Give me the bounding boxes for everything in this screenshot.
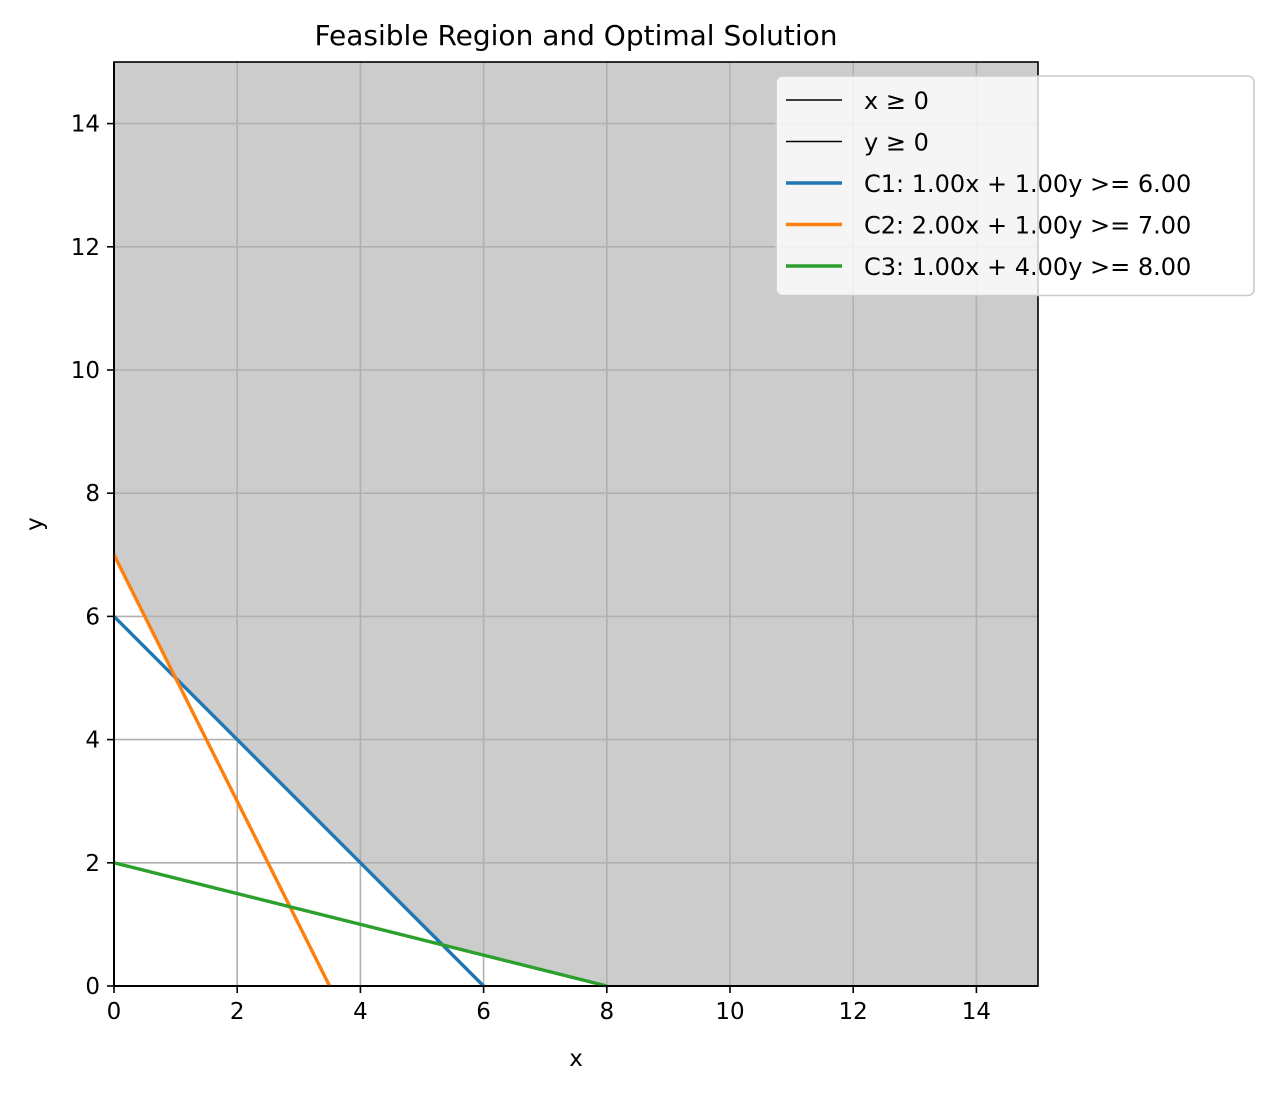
y-tick-label: 8: [85, 481, 100, 507]
x-tick-label: 10: [715, 999, 744, 1025]
x-tick-label: 4: [353, 999, 368, 1025]
x-axis-label: x: [569, 1046, 583, 1072]
x-tick-label: 8: [599, 999, 614, 1025]
legend-label-2: y ≥ 0: [864, 129, 929, 157]
y-tick-label: 14: [71, 112, 100, 138]
plot-frame: [113, 61, 1039, 987]
y-tick-label: 12: [71, 235, 100, 261]
x-tick-label: 0: [107, 999, 122, 1025]
x-tick-label: 2: [230, 999, 245, 1025]
series-line-4: [112, 554, 332, 987]
x-tick-label: 6: [476, 999, 491, 1025]
legend-box: [775, 75, 1255, 297]
y-tick-label: 0: [85, 974, 100, 1000]
legend-label-1: x ≥ 0: [864, 87, 929, 115]
legend-label-5: C3: 1.00x + 4.00y >= 8.00: [864, 253, 1191, 281]
y-tick-label: 10: [71, 358, 100, 384]
x-tick-label: 14: [962, 999, 991, 1025]
y-tick-label: 2: [85, 851, 100, 877]
legend-label-3: C1: 1.00x + 1.00y >= 6.00: [864, 170, 1191, 198]
x-tick-label: 12: [839, 999, 868, 1025]
y-tick-label: 6: [85, 604, 100, 630]
y-axis-label: y: [22, 517, 48, 531]
series-line-5: [113, 861, 608, 988]
legend-label-4: C2: 2.00x + 1.00y >= 7.00: [864, 212, 1191, 240]
legend: x ≥ 0 y ≥ 0 C1: 1.00x + 1.00y >= 6.00 C2: 2…: [775, 75, 1255, 297]
chart-title: Feasible Region and Optimal Solution: [314, 19, 837, 52]
y-tick-label: 4: [85, 728, 100, 754]
